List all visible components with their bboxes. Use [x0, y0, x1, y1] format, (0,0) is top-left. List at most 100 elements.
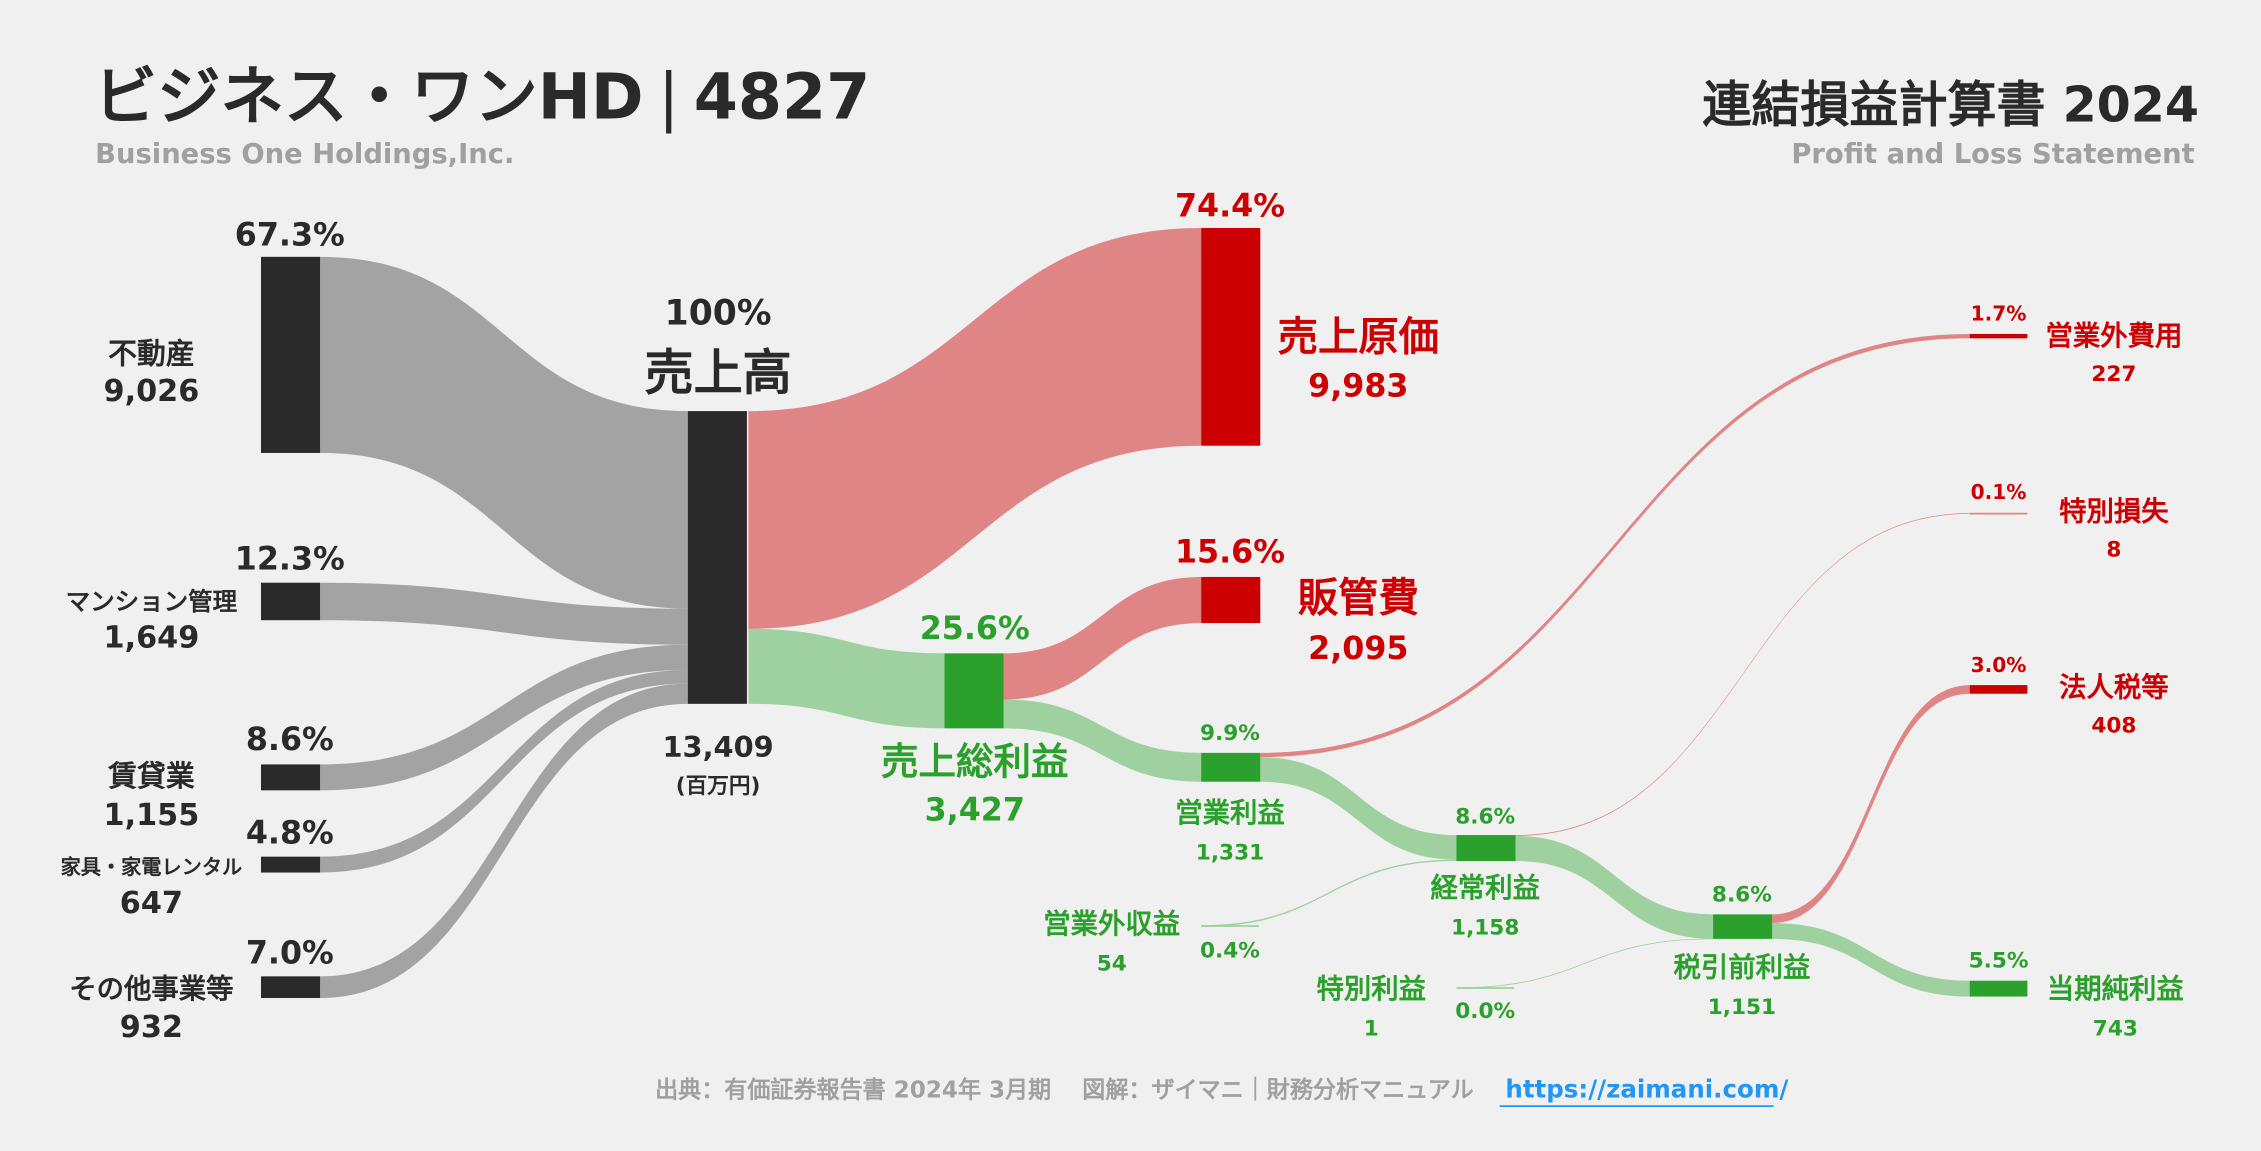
segment-value: 1,155	[104, 798, 200, 833]
sga-bar	[1201, 576, 1261, 624]
non-op-income-flow	[1201, 859, 1457, 927]
company-subtitle: Business One Holdings,Inc.	[95, 139, 514, 170]
segment-pct: 12.3%	[235, 542, 345, 578]
revenue-pct: 100%	[665, 294, 772, 334]
statement-title: 連結損益計算書 2024	[1702, 75, 2199, 133]
pretax-profit-value: 1,151	[1708, 995, 1776, 1020]
non-op-expense-flow	[1260, 333, 1970, 758]
income-tax-value: 408	[2091, 714, 2136, 739]
cogs-value: 9,983	[1308, 369, 1408, 405]
non-op-expense-pct: 1.7%	[1971, 301, 2027, 325]
cogs-pct: 74.4%	[1175, 188, 1285, 224]
cogs-label: 売上原価	[1278, 314, 1439, 361]
net-income-flow	[1772, 923, 1970, 997]
ordinary-profit-pct: 8.6%	[1455, 805, 1515, 830]
nodes	[260, 227, 2028, 998]
segment-value: 1,649	[104, 621, 200, 656]
non-op-expense-bar	[1969, 333, 2028, 339]
gross-profit-label: 売上総利益	[881, 739, 1068, 783]
non-op-income-bar	[1201, 925, 1259, 927]
segment-label: 不動産	[108, 337, 195, 371]
extraordinary-loss-value: 8	[2106, 538, 2121, 563]
ordinary-profit-value: 1,158	[1451, 916, 1519, 941]
non-op-income-label: 営業外収益	[1043, 908, 1180, 940]
cogs-flow	[748, 227, 1202, 629]
segment-bar	[260, 256, 321, 453]
income-tax-flow	[1772, 685, 1970, 924]
source-credit: 出典：有価証券報告書 2024年 3月期 図解：ザイマニ｜財務分析マニュアル	[655, 1076, 1474, 1103]
net-income-bar	[1969, 980, 2028, 997]
income-tax-pct: 3.0%	[1971, 653, 2027, 677]
sga-label: 販管費	[1298, 575, 1419, 622]
segment-bar	[260, 856, 321, 873]
segment-bar	[260, 976, 321, 998]
extraordinary-income-bar	[1456, 987, 1515, 989]
flows	[320, 227, 1970, 998]
sga-value: 2,095	[1308, 631, 1408, 667]
segment-label: その他事業等	[69, 973, 233, 1005]
net-income-pct: 5.5%	[1969, 949, 2029, 974]
gross-profit-bar	[944, 653, 1004, 729]
ordinary-profit-bar	[1456, 835, 1516, 862]
pretax-profit-bar	[1713, 914, 1773, 939]
operating-profit-bar	[1201, 752, 1261, 782]
sga-pct: 15.6%	[1175, 535, 1285, 571]
non-op-expense-value: 227	[2091, 362, 2136, 387]
extraordinary-income-label: 特別利益	[1317, 974, 1427, 1005]
operating-profit-label: 営業利益	[1175, 797, 1285, 829]
segment-flow	[320, 644, 688, 791]
segment-flow	[320, 582, 688, 645]
segment-value: 9,026	[104, 374, 200, 409]
segment-value: 647	[120, 886, 183, 921]
revenue-bar	[687, 411, 747, 704]
non-op-expense-label: 営業外費用	[2045, 320, 2182, 352]
non-op-income-pct: 0.4%	[1200, 939, 1260, 964]
segment-pct: 8.6%	[246, 722, 334, 758]
non-op-income-value: 54	[1097, 952, 1127, 977]
site-link-text[interactable]: https://zaimani.com/	[1505, 1074, 1788, 1103]
ordinary-profit-label: 経常利益	[1430, 872, 1540, 904]
statement-subtitle: Profit and Loss Statement	[1791, 139, 2194, 170]
revenue-value: 13,409	[662, 730, 773, 764]
revenue-label: 売上高	[645, 343, 792, 401]
net-income-label: 当期純利益	[2047, 973, 2184, 1005]
extraordinary-loss-bar	[1969, 512, 2028, 515]
ordinary-profit-flow	[1260, 757, 1457, 860]
pretax-profit-label: 税引前利益	[1673, 951, 1810, 983]
segment-pct: 7.0%	[246, 935, 334, 971]
extraordinary-income-flow	[1456, 938, 1714, 989]
segment-label: 賃貸業	[107, 759, 195, 793]
extraordinary-loss-pct: 0.1%	[1971, 480, 2027, 504]
revenue-unit: (百万円)	[676, 774, 761, 799]
extraordinary-loss-flow	[1515, 513, 1970, 836]
segment-flow	[320, 256, 688, 609]
gross-profit-pct: 25.6%	[920, 611, 1030, 647]
site-link[interactable]: https://zaimani.com/	[1505, 1074, 1788, 1103]
company-title: ビジネス・ワンHD | 4827	[94, 59, 871, 134]
sga-flow	[1003, 576, 1202, 700]
segment-label: マンション管理	[66, 587, 238, 616]
segment-value: 932	[120, 1010, 183, 1045]
extraordinary-income-pct: 0.0%	[1455, 999, 1515, 1024]
extraordinary-income-value: 1	[1364, 1016, 1379, 1041]
operating-profit-pct: 9.9%	[1200, 721, 1260, 746]
net-income-value: 743	[2093, 1016, 2138, 1041]
extraordinary-loss-label: 特別損失	[2059, 497, 2169, 528]
pretax-profit-flow	[1515, 835, 1714, 939]
income-tax-label: 法人税等	[2059, 672, 2169, 704]
segment-bar	[260, 582, 321, 621]
segment-flow	[320, 683, 688, 998]
pretax-profit-pct: 8.6%	[1712, 882, 1772, 907]
income-tax-bar	[1969, 685, 2028, 694]
segment-bar	[260, 764, 321, 791]
operating-profit-value: 1,331	[1196, 841, 1264, 866]
operating-profit-flow	[1003, 699, 1202, 782]
segment-label: 家具・家電レンタル	[61, 855, 243, 879]
segment-pct: 67.3%	[235, 217, 345, 253]
gross-profit-flow	[748, 628, 945, 729]
segment-pct: 4.8%	[246, 816, 334, 852]
gross-profit-value: 3,427	[925, 793, 1025, 829]
segment-flow	[320, 669, 688, 873]
cogs-bar	[1201, 227, 1261, 446]
